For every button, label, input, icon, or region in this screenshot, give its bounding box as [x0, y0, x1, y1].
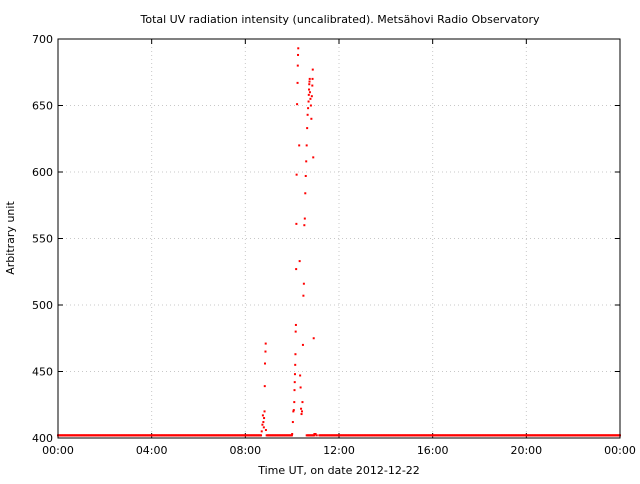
- data-point: [306, 113, 309, 116]
- data-point: [264, 429, 267, 432]
- data-point: [312, 156, 315, 159]
- data-point: [294, 330, 297, 333]
- data-point: [310, 95, 313, 98]
- data-point: [302, 294, 305, 297]
- data-point: [297, 53, 300, 56]
- data-point: [299, 386, 302, 389]
- data-point: [307, 100, 310, 103]
- data-point: [304, 174, 307, 177]
- data-point: [295, 173, 298, 176]
- data-point: [313, 433, 316, 436]
- data-point: [291, 421, 294, 424]
- data-point: [315, 434, 318, 437]
- y-axis-label: Arbitrary unit: [4, 201, 17, 275]
- y-tick-label: 600: [32, 166, 53, 179]
- data-point: [305, 160, 308, 163]
- data-point: [294, 353, 297, 356]
- data-point: [298, 144, 301, 147]
- data-point: [264, 350, 267, 353]
- data-point: [261, 423, 264, 426]
- data-point: [308, 91, 311, 94]
- data-point: [262, 421, 265, 424]
- data-point: [293, 373, 296, 376]
- data-point: [311, 77, 314, 80]
- data-point: [294, 363, 297, 366]
- data-point: [304, 192, 307, 195]
- data-point: [314, 433, 317, 436]
- data-point: [294, 323, 297, 326]
- y-tick-label: 700: [32, 33, 53, 46]
- data-point: [308, 83, 311, 86]
- data-point: [308, 77, 311, 80]
- data-point: [264, 362, 267, 365]
- x-tick-label: 00:00: [604, 444, 636, 457]
- data-point: [313, 434, 316, 437]
- y-tick-label: 500: [32, 299, 53, 312]
- data-point: [309, 104, 312, 107]
- data-point: [307, 93, 310, 96]
- data-point: [261, 414, 264, 417]
- data-point: [295, 268, 298, 271]
- data-point: [306, 127, 309, 130]
- x-tick-label: 00:00: [42, 444, 74, 457]
- data-point: [263, 410, 266, 413]
- data-point: [292, 409, 295, 412]
- data-point: [293, 389, 296, 392]
- x-tick-label: 16:00: [417, 444, 449, 457]
- data-points: [57, 47, 621, 437]
- data-point: [303, 224, 306, 227]
- data-point: [263, 417, 266, 420]
- y-tick-label: 450: [32, 366, 53, 379]
- data-point: [296, 103, 299, 106]
- data-point: [312, 337, 315, 340]
- data-point: [292, 410, 295, 413]
- grid: [58, 39, 620, 438]
- data-point: [293, 381, 296, 384]
- data-point: [310, 117, 313, 120]
- data-point: [309, 97, 312, 100]
- x-tick-label: 12:00: [323, 444, 355, 457]
- data-point: [260, 430, 263, 433]
- y-tick-label: 400: [32, 432, 53, 445]
- data-point: [295, 222, 298, 225]
- data-point: [290, 434, 293, 437]
- data-point: [262, 426, 265, 429]
- data-point: [311, 68, 314, 71]
- data-point: [296, 64, 299, 67]
- data-point: [301, 401, 304, 404]
- x-tick-label: 20:00: [510, 444, 542, 457]
- data-point: [263, 385, 266, 388]
- data-point: [308, 80, 311, 83]
- axis-ticks: 00:00 04:00 08:00 12:00 16:00 20:00 00:0040045…: [32, 33, 636, 457]
- chart-title: Total UV radiation intensity (uncalibrat…: [140, 13, 540, 26]
- data-point: [303, 217, 306, 220]
- data-point: [298, 260, 301, 263]
- x-tick-label: 08:00: [229, 444, 261, 457]
- data-point: [311, 84, 314, 87]
- data-point: [305, 144, 308, 147]
- data-point: [260, 434, 263, 437]
- data-point: [297, 47, 300, 50]
- data-point: [300, 407, 303, 410]
- data-point: [291, 433, 294, 436]
- data-point: [308, 88, 311, 91]
- data-point: [296, 81, 299, 84]
- data-point: [299, 374, 302, 377]
- y-tick-label: 550: [32, 233, 53, 246]
- data-point: [307, 107, 310, 110]
- data-point: [301, 343, 304, 346]
- data-point: [300, 413, 303, 416]
- data-point: [264, 342, 267, 345]
- y-tick-label: 650: [32, 100, 53, 113]
- plot-frame: [57, 38, 621, 439]
- data-point: [301, 410, 304, 413]
- x-tick-label: 04:00: [136, 444, 168, 457]
- x-axis-label: Time UT, on date 2012-12-22: [257, 464, 420, 477]
- data-point: [293, 401, 296, 404]
- data-point: [302, 282, 305, 285]
